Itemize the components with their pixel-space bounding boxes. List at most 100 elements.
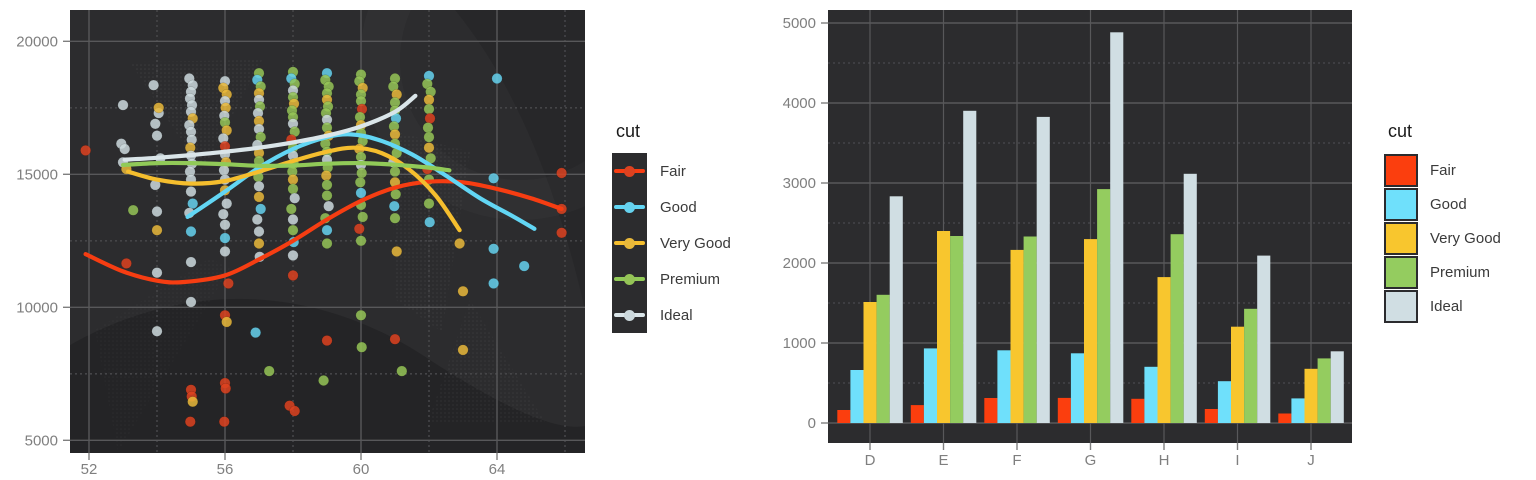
legend-item-fair: Fair [1384, 153, 1501, 187]
scatter-point-good [388, 200, 400, 212]
scatter-point-premium [423, 198, 435, 210]
bar-premium-I [1244, 308, 1258, 423]
legend-key-good-icon [612, 189, 647, 225]
scatter-point-fair [220, 382, 232, 394]
scatter-point-ideal [185, 296, 197, 308]
scatter-point-premium [321, 190, 333, 202]
scatter-point-good [488, 243, 500, 255]
smooth-line-very-good [126, 145, 462, 233]
bar-legend-title: cut [1388, 121, 1413, 141]
scatter-point-ideal [287, 214, 299, 225]
scatter-point-very-good [187, 396, 199, 408]
x-tick-label: 52 [81, 461, 98, 478]
scatter-legend-items: Fair Good Very Good Premium Ideal [612, 153, 731, 333]
legend-label: Good [660, 198, 697, 216]
legend-label: Good [1430, 195, 1467, 213]
smooth-line-fair [83, 179, 564, 285]
scatter-point-very-good [391, 245, 403, 257]
scatter-point-premium [423, 131, 435, 143]
bar-premium-F [1023, 236, 1037, 423]
bar-fair-H [1131, 398, 1145, 423]
scatter-point-fair [218, 416, 230, 428]
legend-item-ideal: Ideal [1384, 289, 1501, 323]
scatter-point-very-good [253, 238, 265, 249]
scatter-point-fair [424, 112, 436, 124]
x-tick-label: H [1159, 452, 1170, 469]
scatter-point-ideal [253, 180, 265, 192]
x-tick-label: 60 [353, 461, 370, 478]
scatter-point-good [255, 203, 267, 215]
scatter-point-ideal [151, 325, 163, 337]
bar-series [837, 32, 1344, 424]
scatter-point-very-good [153, 102, 165, 114]
scatter-point-premium [318, 375, 330, 386]
scatter-point-ideal [151, 267, 163, 279]
scatter-point-ideal [289, 192, 301, 204]
scatter-watermark [70, 10, 585, 453]
scatter-point-ideal [185, 186, 197, 198]
scatter-point-ideal [151, 206, 163, 217]
smooth-line-ideal [122, 93, 418, 162]
legend-key-very-good-icon [612, 225, 647, 261]
scatter-point-ideal [148, 79, 160, 91]
smooth-line-premium [120, 160, 452, 173]
bar-premium-G [1097, 189, 1111, 423]
scatter-point-premium [422, 122, 434, 134]
scatter-point-good [187, 198, 199, 210]
legend-swatch-good-icon [1384, 187, 1418, 221]
bar-fair-J [1278, 413, 1292, 423]
bar-very-good-E [937, 231, 951, 423]
y-tick-label: 5000 [783, 15, 816, 32]
bar-good-E [923, 348, 937, 423]
scatter-point-premium [356, 167, 368, 179]
bar-good-I [1217, 381, 1231, 423]
legend-item-very-good: Very Good [1384, 221, 1501, 255]
scatter-point-premium [356, 341, 368, 353]
scatter-point-ideal [149, 118, 161, 130]
scatter-point-fair [184, 416, 196, 428]
scatter-point-good [250, 327, 262, 339]
legend-key-fair-icon [612, 153, 647, 189]
scatter-point-ideal [287, 249, 299, 261]
scatter-point-ideal [217, 208, 229, 220]
bar-good-H [1144, 366, 1158, 423]
scatter-point-ideal [117, 99, 129, 111]
bar-legend-items: Fair Good Very Good Premium Ideal [1384, 153, 1501, 323]
scatter-point-fair [556, 167, 568, 179]
scatter-chart: 5000 10000 15000 20000 52 56 60 64 [16, 10, 585, 478]
scatter-point-premium [389, 166, 401, 178]
x-tick-label: 56 [217, 461, 234, 478]
scatter-point-very-good [457, 285, 469, 297]
legend-item-fair: Fair [612, 153, 731, 189]
y-tick-label: 2000 [783, 255, 816, 272]
scatter-point-good [488, 172, 500, 184]
bar-good-J [1291, 398, 1305, 423]
legend-label: Very Good [1430, 229, 1501, 247]
bar-very-good-H [1157, 277, 1171, 423]
bar-very-good-G [1084, 239, 1098, 423]
y-tick-label: 1000 [783, 335, 816, 352]
scatter-point-very-good [151, 224, 163, 236]
legend-item-premium: Premium [1384, 255, 1501, 289]
x-tick-label: E [938, 452, 948, 469]
scatter-point-premium [396, 365, 408, 377]
y-tick-label: 3000 [783, 175, 816, 192]
scatter-point-premium [321, 238, 333, 249]
scatter-smooth-lines [83, 93, 564, 285]
scatter-point-very-good [253, 191, 265, 203]
scatter-point-ideal [185, 256, 197, 268]
scatter-legend-title: cut [616, 121, 641, 141]
scatter-point-premium [354, 176, 366, 188]
scatter-point-premium [285, 203, 297, 215]
x-tick-label: G [1085, 452, 1097, 469]
bar-ideal-D [889, 196, 903, 423]
x-tick-label: J [1307, 452, 1315, 469]
bar-good-G [1070, 353, 1084, 423]
legend-swatch-premium-icon [1384, 255, 1418, 289]
bar-very-good-F [1010, 249, 1024, 423]
legend-key-ideal-icon [612, 297, 647, 333]
scatter-point-ideal [221, 198, 233, 210]
scatter-point-premium [355, 309, 367, 321]
